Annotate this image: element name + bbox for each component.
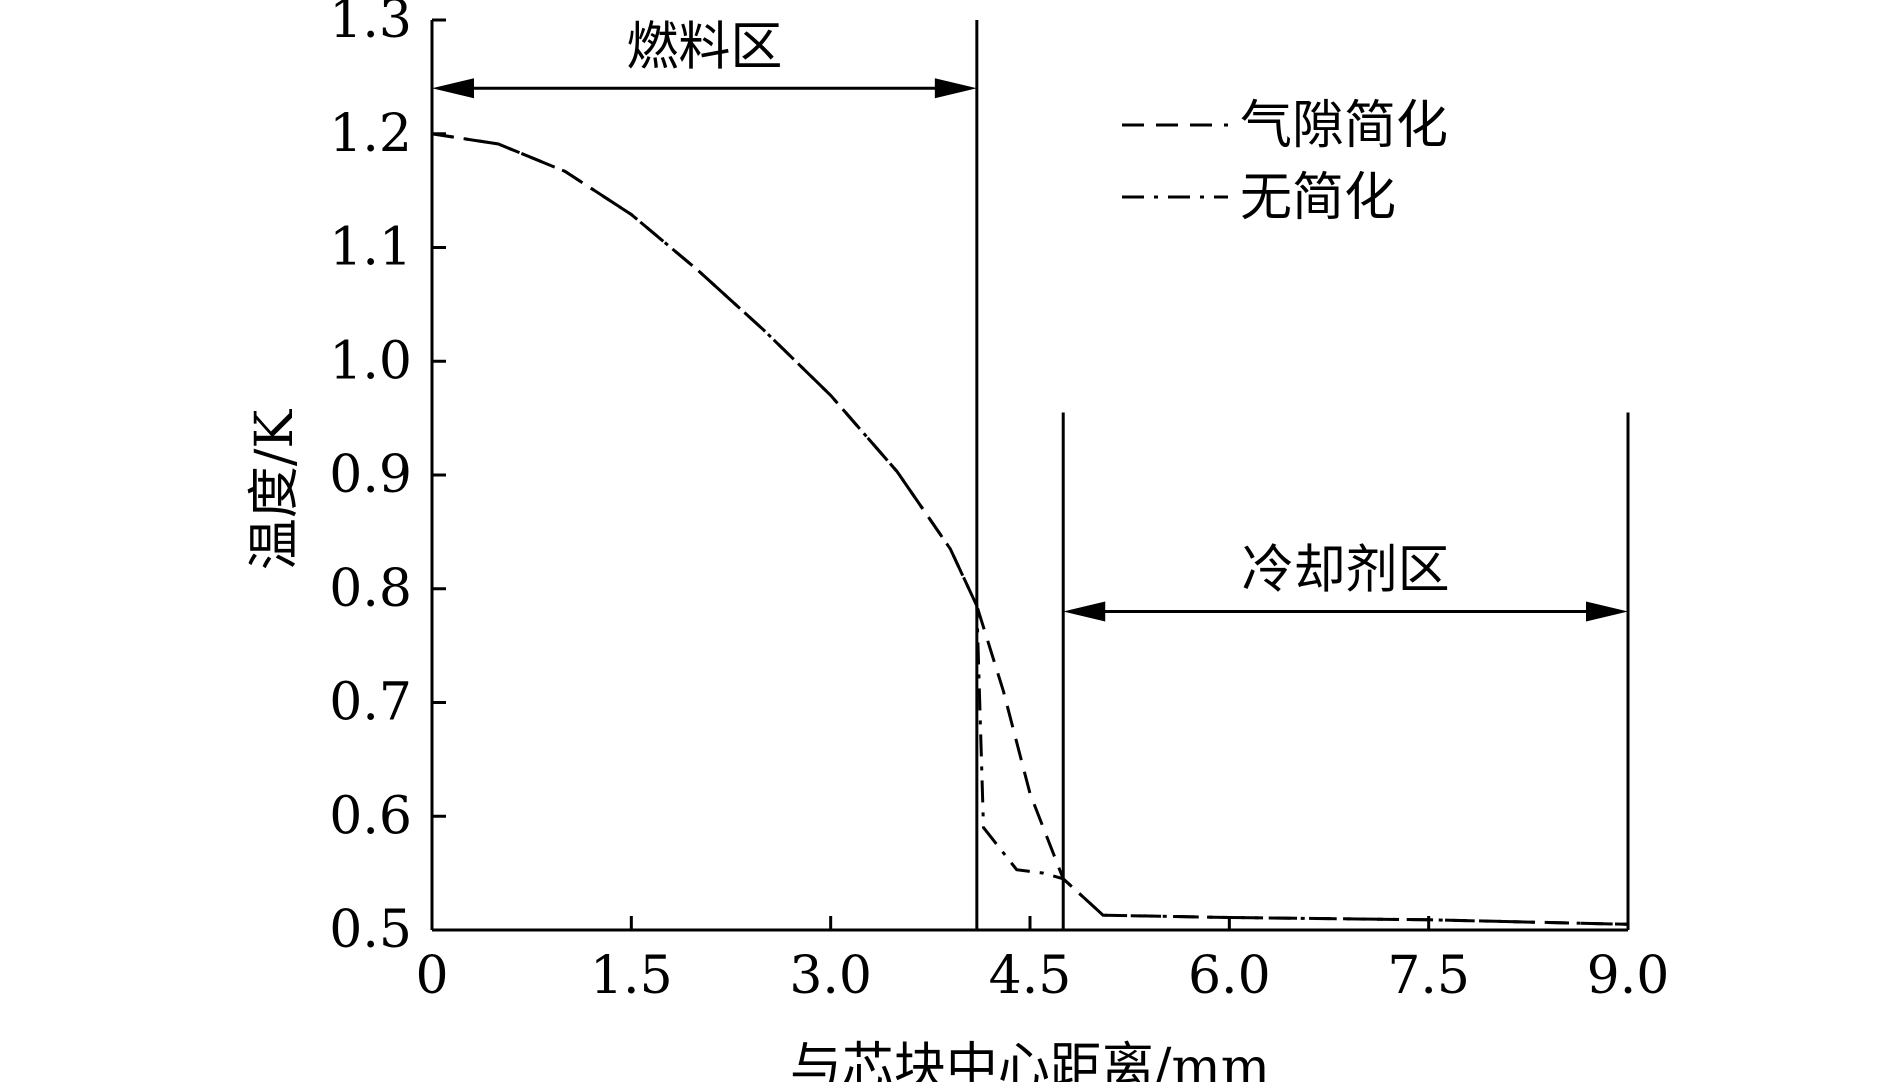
y-tick-label: 1.2 — [329, 104, 412, 164]
zone-label-0: 燃料区 — [626, 17, 782, 77]
x-tick-label: 4.5 — [989, 946, 1072, 1006]
y-tick-label: 0.6 — [329, 786, 412, 846]
x-tick-label: 1.5 — [590, 946, 673, 1006]
y-tick-label: 1.1 — [329, 218, 412, 278]
y-tick-label: 0.5 — [329, 900, 412, 960]
legend: 气隙简化 无简化 — [1122, 96, 1448, 228]
series-layer — [431, 132, 1629, 926]
x-tick-label: 9.0 — [1587, 946, 1670, 1006]
y-tick-label: 0.8 — [329, 559, 412, 619]
x-axis-title: 与芯块中心距离/mm — [790, 1038, 1270, 1082]
zone-arrowhead-right-1 — [1586, 601, 1628, 622]
ticks-layer: 0.5 0.6 0.7 0.8 0.9 1.0 1.1 1.2 1.3 0 1.5 3.0 4.5 6.0… — [329, 0, 1669, 1006]
x-tick-label: 6.0 — [1188, 946, 1271, 1006]
y-axis-title: 温度/K — [245, 409, 305, 571]
legend-label-gap-simplified: 气隙简化 — [1240, 96, 1448, 156]
x-tick-label: 7.5 — [1387, 946, 1470, 1006]
zone-arrowhead-right-0 — [934, 78, 977, 99]
series-line-0 — [431, 132, 1629, 926]
y-tick-label: 1.3 — [329, 0, 412, 50]
axes-layer — [430, 20, 1628, 932]
y-tick-label: 0.9 — [329, 445, 412, 505]
zone-label-1: 冷却剂区 — [1242, 541, 1450, 601]
x-tick-label: 3.0 — [789, 946, 872, 1006]
x-tick-label: 0 — [415, 946, 448, 1006]
zone-arrowhead-left-1 — [1063, 601, 1106, 622]
legend-label-no-simplification: 无简化 — [1240, 168, 1396, 228]
y-tick-label: 0.7 — [329, 673, 412, 733]
zone-arrowhead-left-0 — [432, 78, 474, 99]
y-tick-label: 1.0 — [329, 331, 412, 391]
series-line-1 — [431, 132, 1629, 926]
